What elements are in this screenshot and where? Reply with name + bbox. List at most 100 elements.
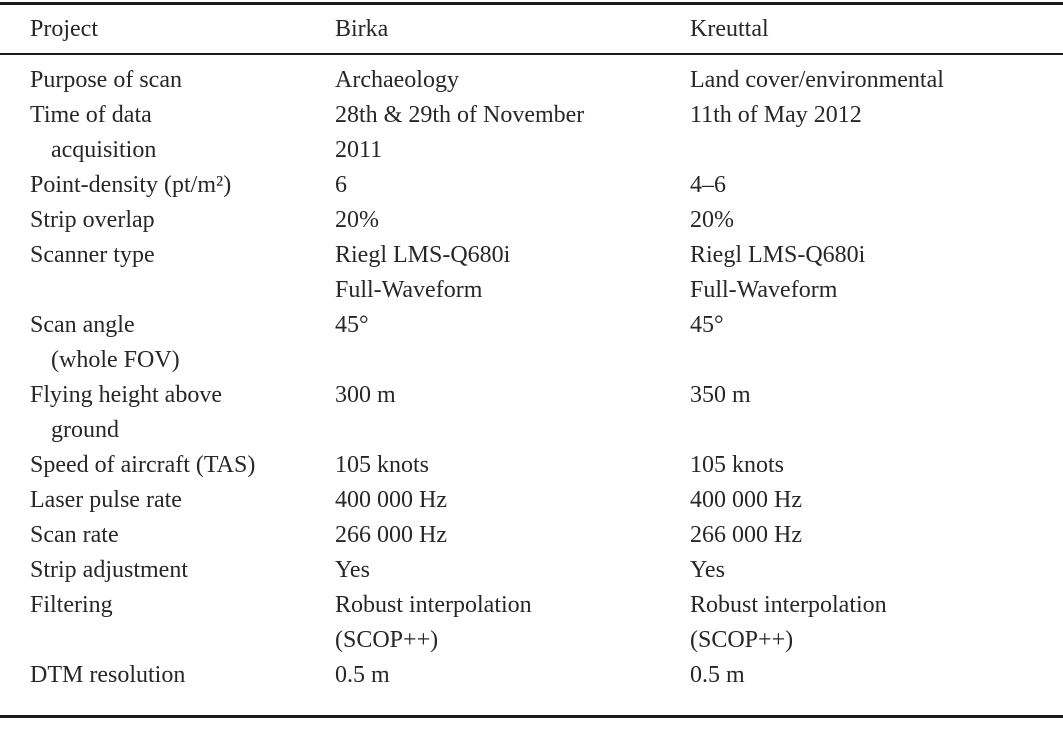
cell-value-line: 266 000 Hz (335, 522, 447, 548)
cell-value-line: (SCOP++) (335, 627, 439, 653)
table-top-rule (0, 2, 1063, 5)
cell-value-line: 105 knots (690, 452, 785, 478)
cell-value-line: 0.5 m (690, 662, 745, 688)
kreuttal-value-cell: 266 000 Hz (690, 518, 1063, 553)
kreuttal-value-cell: 400 000 Hz (690, 483, 1063, 518)
birka-value-cell: 45° (335, 308, 690, 378)
cell-value-line: 266 000 Hz (690, 522, 802, 548)
row-label-line: Laser pulse rate (30, 487, 182, 513)
cell-value-line: Full-Waveform (690, 277, 838, 303)
row-label-line: ground (51, 417, 119, 443)
row-label-cell: Laser pulse rate (30, 483, 335, 518)
cell-value-line: 11th of May 2012 (690, 102, 862, 128)
cell-value-line: Robust interpolation (690, 592, 887, 618)
kreuttal-value-cell: 45° (690, 308, 1063, 378)
cell-value-line: Yes (690, 557, 725, 583)
cell-value-line: Land cover/environmental (690, 67, 944, 93)
birka-value-cell: 105 knots (335, 448, 690, 483)
cell-value-line: 2011 (335, 137, 383, 163)
cell-value-line: 20% (690, 207, 734, 233)
row-label-line: Scanner type (30, 242, 155, 268)
row-label-cell: Strip adjustment (30, 553, 335, 588)
row-label-line: Scan angle (30, 312, 135, 338)
kreuttal-value-cell: 0.5 m (690, 658, 1063, 693)
row-label-line: Point-density (pt/m²) (30, 172, 232, 198)
cell-value-line: Riegl LMS-Q680i (690, 242, 866, 268)
table-row: DTM resolution 0.5 m 0.5 m (0, 658, 1063, 693)
row-label-line: Filtering (30, 592, 113, 618)
row-label-cell: Scan rate (30, 518, 335, 553)
kreuttal-value-cell: Robust interpolation (SCOP++) (690, 588, 1063, 658)
row-label-cell: Scan angle (whole FOV) (30, 308, 335, 378)
birka-value-cell: 300 m (335, 378, 690, 448)
cell-value-line: 20% (335, 207, 379, 233)
table-row: Scan angle (whole FOV) 45° 45° (0, 308, 1063, 378)
table-row: Scanner type Riegl LMS-Q680i Full-Wavefor… (0, 238, 1063, 308)
kreuttal-value-cell: 105 knots (690, 448, 1063, 483)
kreuttal-value-cell: 20% (690, 203, 1063, 238)
row-label-cell: Time of data acquisition (30, 98, 335, 168)
row-label-cell: Speed of aircraft (TAS) (30, 448, 335, 483)
birka-value-cell: 400 000 Hz (335, 483, 690, 518)
cell-value-line: Archaeology (335, 67, 459, 93)
row-label-cell: Strip overlap (30, 203, 335, 238)
cell-value-line: Riegl LMS-Q680i (335, 242, 511, 268)
table-bottom-rule (0, 715, 1063, 718)
table-header-rule (0, 53, 1063, 55)
table-row: Strip adjustment Yes Yes (0, 553, 1063, 588)
row-label-line: Scan rate (30, 522, 119, 548)
cell-value-line: Yes (335, 557, 370, 583)
row-label-cell: Scanner type (30, 238, 335, 308)
kreuttal-value-cell: Yes (690, 553, 1063, 588)
cell-value-line: (SCOP++) (690, 627, 794, 653)
kreuttal-value-cell: Land cover/environmental (690, 63, 1063, 98)
row-label-line: acquisition (51, 137, 157, 163)
row-label-cell: Filtering (30, 588, 335, 658)
table-row: Filtering Robust interpolation (SCOP++) R… (0, 588, 1063, 658)
cell-value-line: 28th & 29th of November (335, 102, 585, 128)
birka-value-cell: Yes (335, 553, 690, 588)
birka-value-cell: 0.5 m (335, 658, 690, 693)
cell-value-line: 0.5 m (335, 662, 390, 688)
birka-value-cell: Robust interpolation (SCOP++) (335, 588, 690, 658)
birka-value-cell: 28th & 29th of November 2011 (335, 98, 690, 168)
cell-value-line: 300 m (335, 382, 396, 408)
kreuttal-value-cell: 4–6 (690, 168, 1063, 203)
table-row: Purpose of scan Archaeology Land cover/e… (0, 63, 1063, 98)
kreuttal-value-cell: Riegl LMS-Q680i Full-Waveform (690, 238, 1063, 308)
row-label-cell: Purpose of scan (30, 63, 335, 98)
table-row: Speed of aircraft (TAS) 105 knots 105 kn… (0, 448, 1063, 483)
cell-value-line: 400 000 Hz (690, 487, 802, 513)
kreuttal-value-cell: 350 m (690, 378, 1063, 448)
table-row: Strip overlap 20% 20% (0, 203, 1063, 238)
birka-value-cell: 6 (335, 168, 690, 203)
kreuttal-value-cell: 11th of May 2012 (690, 98, 1063, 168)
row-label-line: Strip overlap (30, 207, 155, 233)
cell-value-line: 350 m (690, 382, 751, 408)
cell-value-line: 45° (335, 312, 369, 338)
table-row: Scan rate 266 000 Hz 266 000 Hz (0, 518, 1063, 553)
birka-value-cell: Riegl LMS-Q680i Full-Waveform (335, 238, 690, 308)
birka-value-cell: 266 000 Hz (335, 518, 690, 553)
row-label-cell: Flying height above ground (30, 378, 335, 448)
cell-value-line: 400 000 Hz (335, 487, 447, 513)
row-label-cell: Point-density (pt/m²) (30, 168, 335, 203)
table-row: Point-density (pt/m²) 6 4–6 (0, 168, 1063, 203)
cell-value-line: Full-Waveform (335, 277, 483, 303)
row-label-line: Flying height above (30, 382, 222, 408)
birka-value-cell: Archaeology (335, 63, 690, 98)
table-row: Laser pulse rate 400 000 Hz 400 000 Hz (0, 483, 1063, 518)
birka-value-cell: 20% (335, 203, 690, 238)
cell-value-line: 4–6 (690, 172, 726, 198)
table-row: Time of data acquisition 28th & 29th of N… (0, 98, 1063, 168)
table-row: Flying height above ground 300 m 350 m (0, 378, 1063, 448)
row-label-cell: DTM resolution (30, 658, 335, 693)
parameters-table-body: Purpose of scan Archaeology Land cover/e… (0, 55, 1063, 715)
table-header-row: Project Birka Kreuttal (0, 5, 1063, 53)
row-label-line: Time of data (30, 102, 152, 128)
cell-value-line: 6 (335, 172, 347, 198)
row-label-line: Speed of aircraft (TAS) (30, 452, 256, 478)
column-header-birka: Birka (335, 16, 389, 42)
row-label-line: Purpose of scan (30, 67, 182, 93)
